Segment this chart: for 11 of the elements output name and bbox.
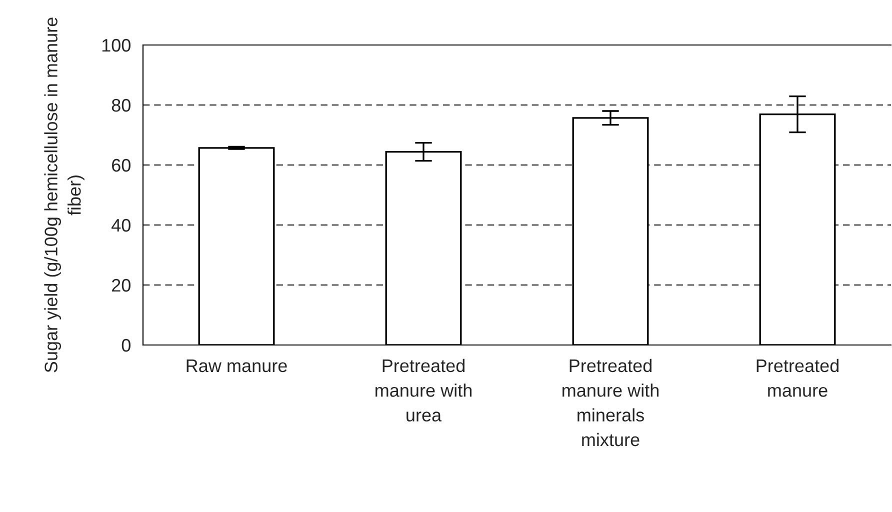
y-tick-label: 0: [122, 338, 130, 352]
y-tick-label: 20: [112, 278, 130, 292]
y-tick-label: 100: [102, 38, 130, 52]
x-tick-label: Pretreated manure: [756, 358, 838, 397]
x-tick-label: Raw manure: [186, 360, 287, 372]
y-axis-title: Sugar yield (g/100g hemicellulose in manure fiber): [44, 18, 84, 372]
y-tick-label: 40: [112, 218, 130, 232]
y-tick-label: 60: [112, 158, 130, 172]
x-tick-label: Pretreated manure with minerals mixture: [562, 358, 659, 446]
x-tick-label: Pretreated manure with urea: [376, 358, 472, 422]
y-tick-label: 80: [112, 98, 130, 112]
